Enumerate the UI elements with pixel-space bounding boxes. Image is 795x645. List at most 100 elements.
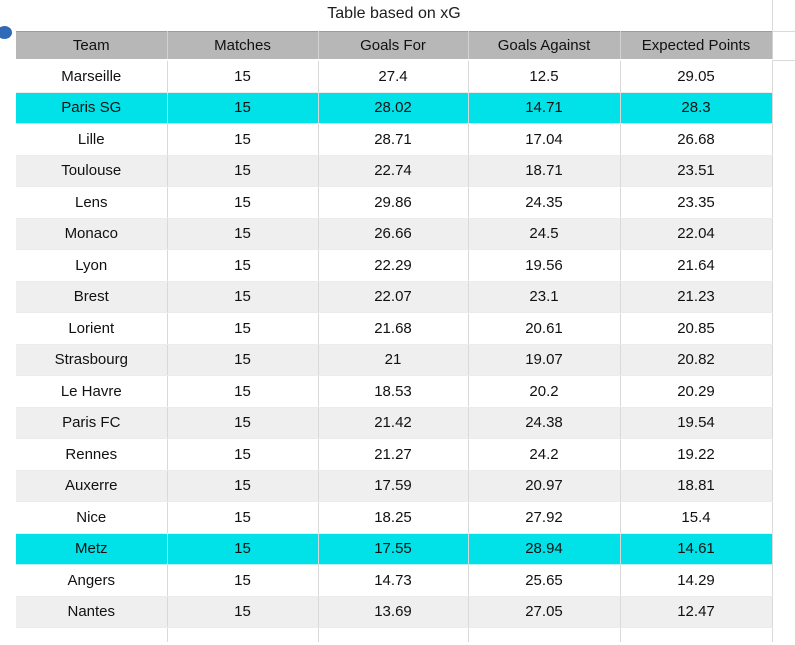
cell-goals-for[interactable]: 21.68	[318, 312, 469, 345]
cell-goals-against[interactable]: 20.2	[468, 375, 621, 408]
cell-matches[interactable]: 15	[167, 281, 319, 313]
cell-expected-points[interactable]: 23.35	[620, 186, 773, 219]
cell-matches[interactable]: 15	[167, 501, 319, 534]
cell-goals-against[interactable]: 24.38	[468, 407, 621, 439]
cell-expected-points[interactable]: 20.29	[620, 375, 773, 408]
cell-expected-points[interactable]: 29.05	[620, 60, 773, 93]
cell-goals-for[interactable]: 22.29	[318, 249, 469, 282]
cell-matches[interactable]: 15	[167, 123, 319, 156]
cell-team[interactable]: Paris FC	[16, 407, 168, 439]
cell-team[interactable]: Angers	[16, 564, 168, 597]
cell-team[interactable]: Lyon	[16, 249, 168, 282]
cell-goals-for[interactable]: 21	[318, 344, 469, 376]
cell-goals-against[interactable]: 18.71	[468, 155, 621, 187]
cell-goals-for[interactable]: 18.53	[318, 375, 469, 408]
cell-expected-points[interactable]: 14.61	[620, 533, 773, 565]
cell-team[interactable]: Toulouse	[16, 155, 168, 187]
cell-goals-for[interactable]: 28.71	[318, 123, 469, 156]
cell-goals-against[interactable]: 27.92	[468, 501, 621, 534]
cell-goals-against[interactable]: 25.65	[468, 564, 621, 597]
cell-team[interactable]: Lille	[16, 123, 168, 156]
cell-matches[interactable]: 15	[167, 92, 319, 124]
cell-matches[interactable]: 15	[167, 438, 319, 471]
column-header-goals-against[interactable]: Goals Against	[468, 31, 621, 61]
cell-matches[interactable]: 15	[167, 155, 319, 187]
cell-matches[interactable]: 15	[167, 596, 319, 628]
cell-goals-against[interactable]: 28.94	[468, 533, 621, 565]
cell-team[interactable]: Rennes	[16, 438, 168, 471]
cell-matches[interactable]: 15	[167, 470, 319, 502]
table-row: Paris SG 15 28.02 14.71 28.3	[16, 92, 773, 124]
cell-goals-for[interactable]: 27.4	[318, 60, 469, 93]
cell-goals-against[interactable]: 19.07	[468, 344, 621, 376]
cell-expected-points[interactable]: 14.29	[620, 564, 773, 597]
cell-goals-for[interactable]: 21.27	[318, 438, 469, 471]
cell-team[interactable]: Paris SG	[16, 92, 168, 124]
cell-goals-against[interactable]: 20.61	[468, 312, 621, 345]
cell-team[interactable]: Lorient	[16, 312, 168, 345]
cell-matches[interactable]: 15	[167, 564, 319, 597]
cell-expected-points[interactable]: 20.85	[620, 312, 773, 345]
cell-matches[interactable]: 15	[167, 533, 319, 565]
cell-team[interactable]: Marseille	[16, 60, 168, 93]
cell-goals-against[interactable]: 17.04	[468, 123, 621, 156]
cell-expected-points[interactable]: 21.64	[620, 249, 773, 282]
cell-expected-points[interactable]: 18.81	[620, 470, 773, 502]
cell-matches[interactable]: 15	[167, 375, 319, 408]
cell-team[interactable]: Brest	[16, 281, 168, 313]
cell-expected-points[interactable]: 15.4	[620, 501, 773, 534]
cell-goals-against[interactable]: 20.97	[468, 470, 621, 502]
cell-expected-points[interactable]: 23.51	[620, 155, 773, 187]
table-row: Strasbourg 15 21 19.07 20.82	[16, 344, 773, 376]
cell-matches[interactable]: 15	[167, 218, 319, 250]
cell-team[interactable]: Le Havre	[16, 375, 168, 408]
cell-goals-for[interactable]: 18.25	[318, 501, 469, 534]
table-title: Table based on xG	[327, 5, 461, 22]
column-header-team[interactable]: Team	[16, 31, 168, 61]
cell-goals-against[interactable]: 23.1	[468, 281, 621, 313]
cell-team[interactable]: Lens	[16, 186, 168, 219]
cell-goals-for[interactable]: 22.07	[318, 281, 469, 313]
cell-goals-against[interactable]: 24.35	[468, 186, 621, 219]
cell-goals-against[interactable]: 24.5	[468, 218, 621, 250]
cell-expected-points[interactable]: 28.3	[620, 92, 773, 124]
cell-goals-for[interactable]: 13.69	[318, 596, 469, 628]
cell-goals-for[interactable]: 26.66	[318, 218, 469, 250]
cell-goals-against[interactable]: 19.56	[468, 249, 621, 282]
cell-goals-against[interactable]: 12.5	[468, 60, 621, 93]
cell-goals-against[interactable]: 24.2	[468, 438, 621, 471]
table-row: Marseille 15 27.4 12.5 29.05	[16, 60, 773, 93]
column-header-goals-for[interactable]: Goals For	[318, 31, 469, 61]
cell-expected-points[interactable]: 19.54	[620, 407, 773, 439]
column-header-expected-points[interactable]: Expected Points	[620, 31, 773, 61]
cell-matches[interactable]: 15	[167, 60, 319, 93]
table-row: Lens 15 29.86 24.35 23.35	[16, 186, 773, 219]
cell-matches[interactable]: 15	[167, 186, 319, 219]
cell-matches[interactable]: 15	[167, 312, 319, 345]
cell-goals-against[interactable]: 14.71	[468, 92, 621, 124]
cell-goals-for[interactable]: 28.02	[318, 92, 469, 124]
column-header-matches[interactable]: Matches	[167, 31, 319, 61]
cell-expected-points[interactable]: 22.04	[620, 218, 773, 250]
cell-matches[interactable]: 15	[167, 249, 319, 282]
cell-expected-points[interactable]: 26.68	[620, 123, 773, 156]
cell-team[interactable]: Monaco	[16, 218, 168, 250]
cell-expected-points[interactable]: 19.22	[620, 438, 773, 471]
cell-team[interactable]: Nantes	[16, 596, 168, 628]
cell-expected-points[interactable]: 20.82	[620, 344, 773, 376]
cell-expected-points[interactable]: 21.23	[620, 281, 773, 313]
cell-team[interactable]: Metz	[16, 533, 168, 565]
cell-team[interactable]: Nice	[16, 501, 168, 534]
cell-team[interactable]: Auxerre	[16, 470, 168, 502]
cell-goals-for[interactable]: 17.59	[318, 470, 469, 502]
cell-goals-for[interactable]: 17.55	[318, 533, 469, 565]
cell-goals-for[interactable]: 29.86	[318, 186, 469, 219]
cell-team[interactable]: Strasbourg	[16, 344, 168, 376]
cell-matches[interactable]: 15	[167, 344, 319, 376]
cell-goals-for[interactable]: 22.74	[318, 155, 469, 187]
cell-goals-for[interactable]: 21.42	[318, 407, 469, 439]
cell-matches[interactable]: 15	[167, 407, 319, 439]
cell-goals-for[interactable]: 14.73	[318, 564, 469, 597]
cell-expected-points[interactable]: 12.47	[620, 596, 773, 628]
cell-goals-against[interactable]: 27.05	[468, 596, 621, 628]
